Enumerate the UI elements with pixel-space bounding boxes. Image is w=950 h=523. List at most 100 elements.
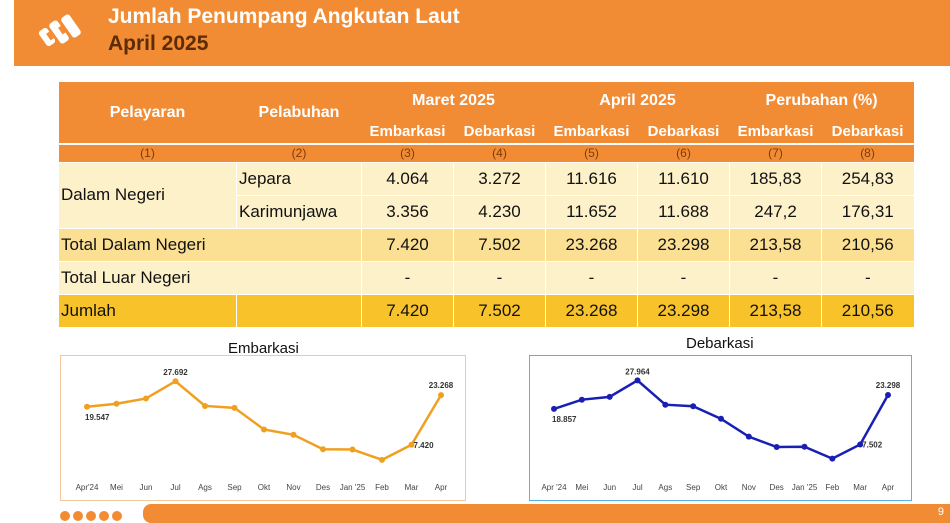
x-tick-label: Jul	[170, 483, 180, 492]
x-tick-label: Jan '25	[340, 483, 366, 492]
table-cell: 7.420	[361, 293, 454, 327]
x-tick-label: Ags	[198, 483, 212, 492]
x-tick-label: Apr'24	[76, 483, 99, 492]
data-label: 23.268	[429, 381, 454, 390]
bps-logo-icon	[38, 14, 81, 47]
x-tick-label: Mei	[575, 483, 588, 492]
table-cell: -	[453, 260, 546, 294]
debarkasi-plot: Apr '24 Mei Jun Jul Ags Sep Okt Nov Des Jan '25 Fe…	[541, 367, 901, 492]
table-cell: 23.268	[545, 227, 638, 261]
data-point	[320, 446, 326, 453]
data-label: 19.547	[85, 413, 110, 422]
page-number: 9	[937, 506, 944, 518]
col-number: (5)	[545, 143, 638, 162]
page-title: Jumlah Penumpang Angkutan Laut	[108, 5, 460, 28]
x-tick-label: Mar	[853, 483, 867, 492]
data-point	[290, 431, 297, 438]
data-label: 7.502	[862, 440, 883, 449]
data-point	[551, 405, 557, 412]
table-cell: 7.502	[453, 293, 546, 327]
col-number: (4)	[453, 143, 546, 162]
data-point	[718, 415, 724, 422]
row-label-dalam-negeri: Dalam Negeri	[58, 161, 237, 228]
data-point	[438, 392, 444, 399]
col-number: (7)	[729, 143, 822, 162]
table-cell: 3.356	[361, 194, 454, 228]
port-name: Jepara	[236, 161, 362, 195]
data-point	[606, 393, 613, 400]
pagination-dot	[99, 511, 109, 521]
embarkasi-plot: Apr'24 Mei Jun Jul Ags Sep Okt Nov Des Jan '25 Feb…	[76, 368, 454, 492]
table-cell: 11.610	[636, 161, 730, 195]
page-subtitle: April 2025	[108, 32, 209, 55]
data-point	[829, 455, 836, 462]
x-tick-label: Nov	[286, 483, 300, 492]
sub-header-embarkasi: Embarkasi	[545, 120, 638, 144]
table-cell: 11.688	[636, 194, 730, 228]
table-cell: 7.502	[453, 227, 546, 261]
x-tick-label: Mar	[405, 483, 419, 492]
chart-title-debarkasi: Debarkasi	[686, 335, 754, 352]
passenger-table: Pelayaran Pelabuhan Maret 2025 April 202…	[58, 82, 914, 327]
col-number: (8)	[821, 143, 914, 162]
table-cell: 23.298	[636, 293, 730, 327]
table-cell: 23.268	[545, 293, 638, 327]
row-label: Jumlah	[58, 293, 237, 327]
data-label: 23.298	[876, 381, 901, 390]
x-tick-label: Jan '25	[792, 483, 818, 492]
table-cell: 213,58	[729, 293, 822, 327]
col-number: (3)	[361, 143, 454, 162]
table-cell: 247,2	[729, 194, 822, 228]
data-point	[801, 443, 808, 450]
x-tick-label: Apr	[882, 483, 895, 492]
x-tick-label: Okt	[258, 483, 271, 492]
x-tick-label: Mei	[110, 483, 123, 492]
table-cell: 4.064	[361, 161, 454, 195]
data-point	[349, 446, 356, 453]
data-point	[408, 441, 415, 448]
table-cell: 11.652	[545, 194, 638, 228]
table-row-total-luar: Total Luar Negeri - - - - - -	[58, 260, 914, 294]
table-cell: -	[729, 260, 822, 294]
debarkasi-line-chart: Apr '24 Mei Jun Jul Ags Sep Okt Nov Des Jan '25 Fe…	[529, 355, 912, 501]
table-cell: -	[636, 260, 730, 294]
table-cell: 4.230	[453, 194, 546, 228]
pagination-dot	[112, 511, 122, 521]
data-point	[745, 433, 752, 440]
data-point	[662, 401, 669, 408]
sub-header-debarkasi: Debarkasi	[453, 120, 546, 144]
data-point	[578, 396, 585, 403]
col-group-april: April 2025	[545, 82, 730, 120]
data-point	[885, 391, 891, 398]
pagination-dot	[73, 511, 83, 521]
row-label: Total Dalam Negeri	[58, 227, 362, 261]
col-number: (2)	[236, 143, 362, 162]
title-banner: Jumlah Penumpang Angkutan Laut April 202…	[14, 0, 950, 66]
table-cell: 11.616	[545, 161, 638, 195]
x-tick-label: Nov	[742, 483, 756, 492]
port-name: Karimunjawa	[236, 194, 362, 228]
footer-bar: 9	[143, 504, 950, 523]
col-group-perubahan: Perubahan (%)	[729, 82, 914, 120]
x-tick-label: Des	[770, 483, 784, 492]
data-point	[773, 444, 780, 451]
data-label: 7.420	[414, 441, 435, 450]
x-tick-label: Apr '24	[541, 483, 567, 492]
x-tick-label: Ags	[658, 483, 672, 492]
x-tick-label: Sep	[686, 483, 701, 492]
col-header-pelabuhan: Pelabuhan	[236, 82, 362, 144]
data-point	[202, 402, 208, 409]
table-cell: 210,56	[821, 293, 914, 327]
pagination-dot	[86, 511, 96, 521]
data-point	[231, 404, 238, 411]
sub-header-debarkasi: Debarkasi	[821, 120, 914, 144]
table-row: Dalam Negeri Jepara 4.064 3.272 11.616 1…	[58, 161, 914, 228]
data-point	[379, 456, 385, 463]
data-point	[690, 403, 697, 410]
table-cell: -	[361, 260, 454, 294]
series-line	[86, 379, 443, 462]
col-header-pelayaran: Pelayaran	[58, 82, 237, 144]
data-point	[143, 395, 149, 402]
table-cell: 23.298	[636, 227, 730, 261]
table-row-jumlah: Jumlah 7.420 7.502 23.268 23.298 213,58 …	[58, 293, 914, 327]
